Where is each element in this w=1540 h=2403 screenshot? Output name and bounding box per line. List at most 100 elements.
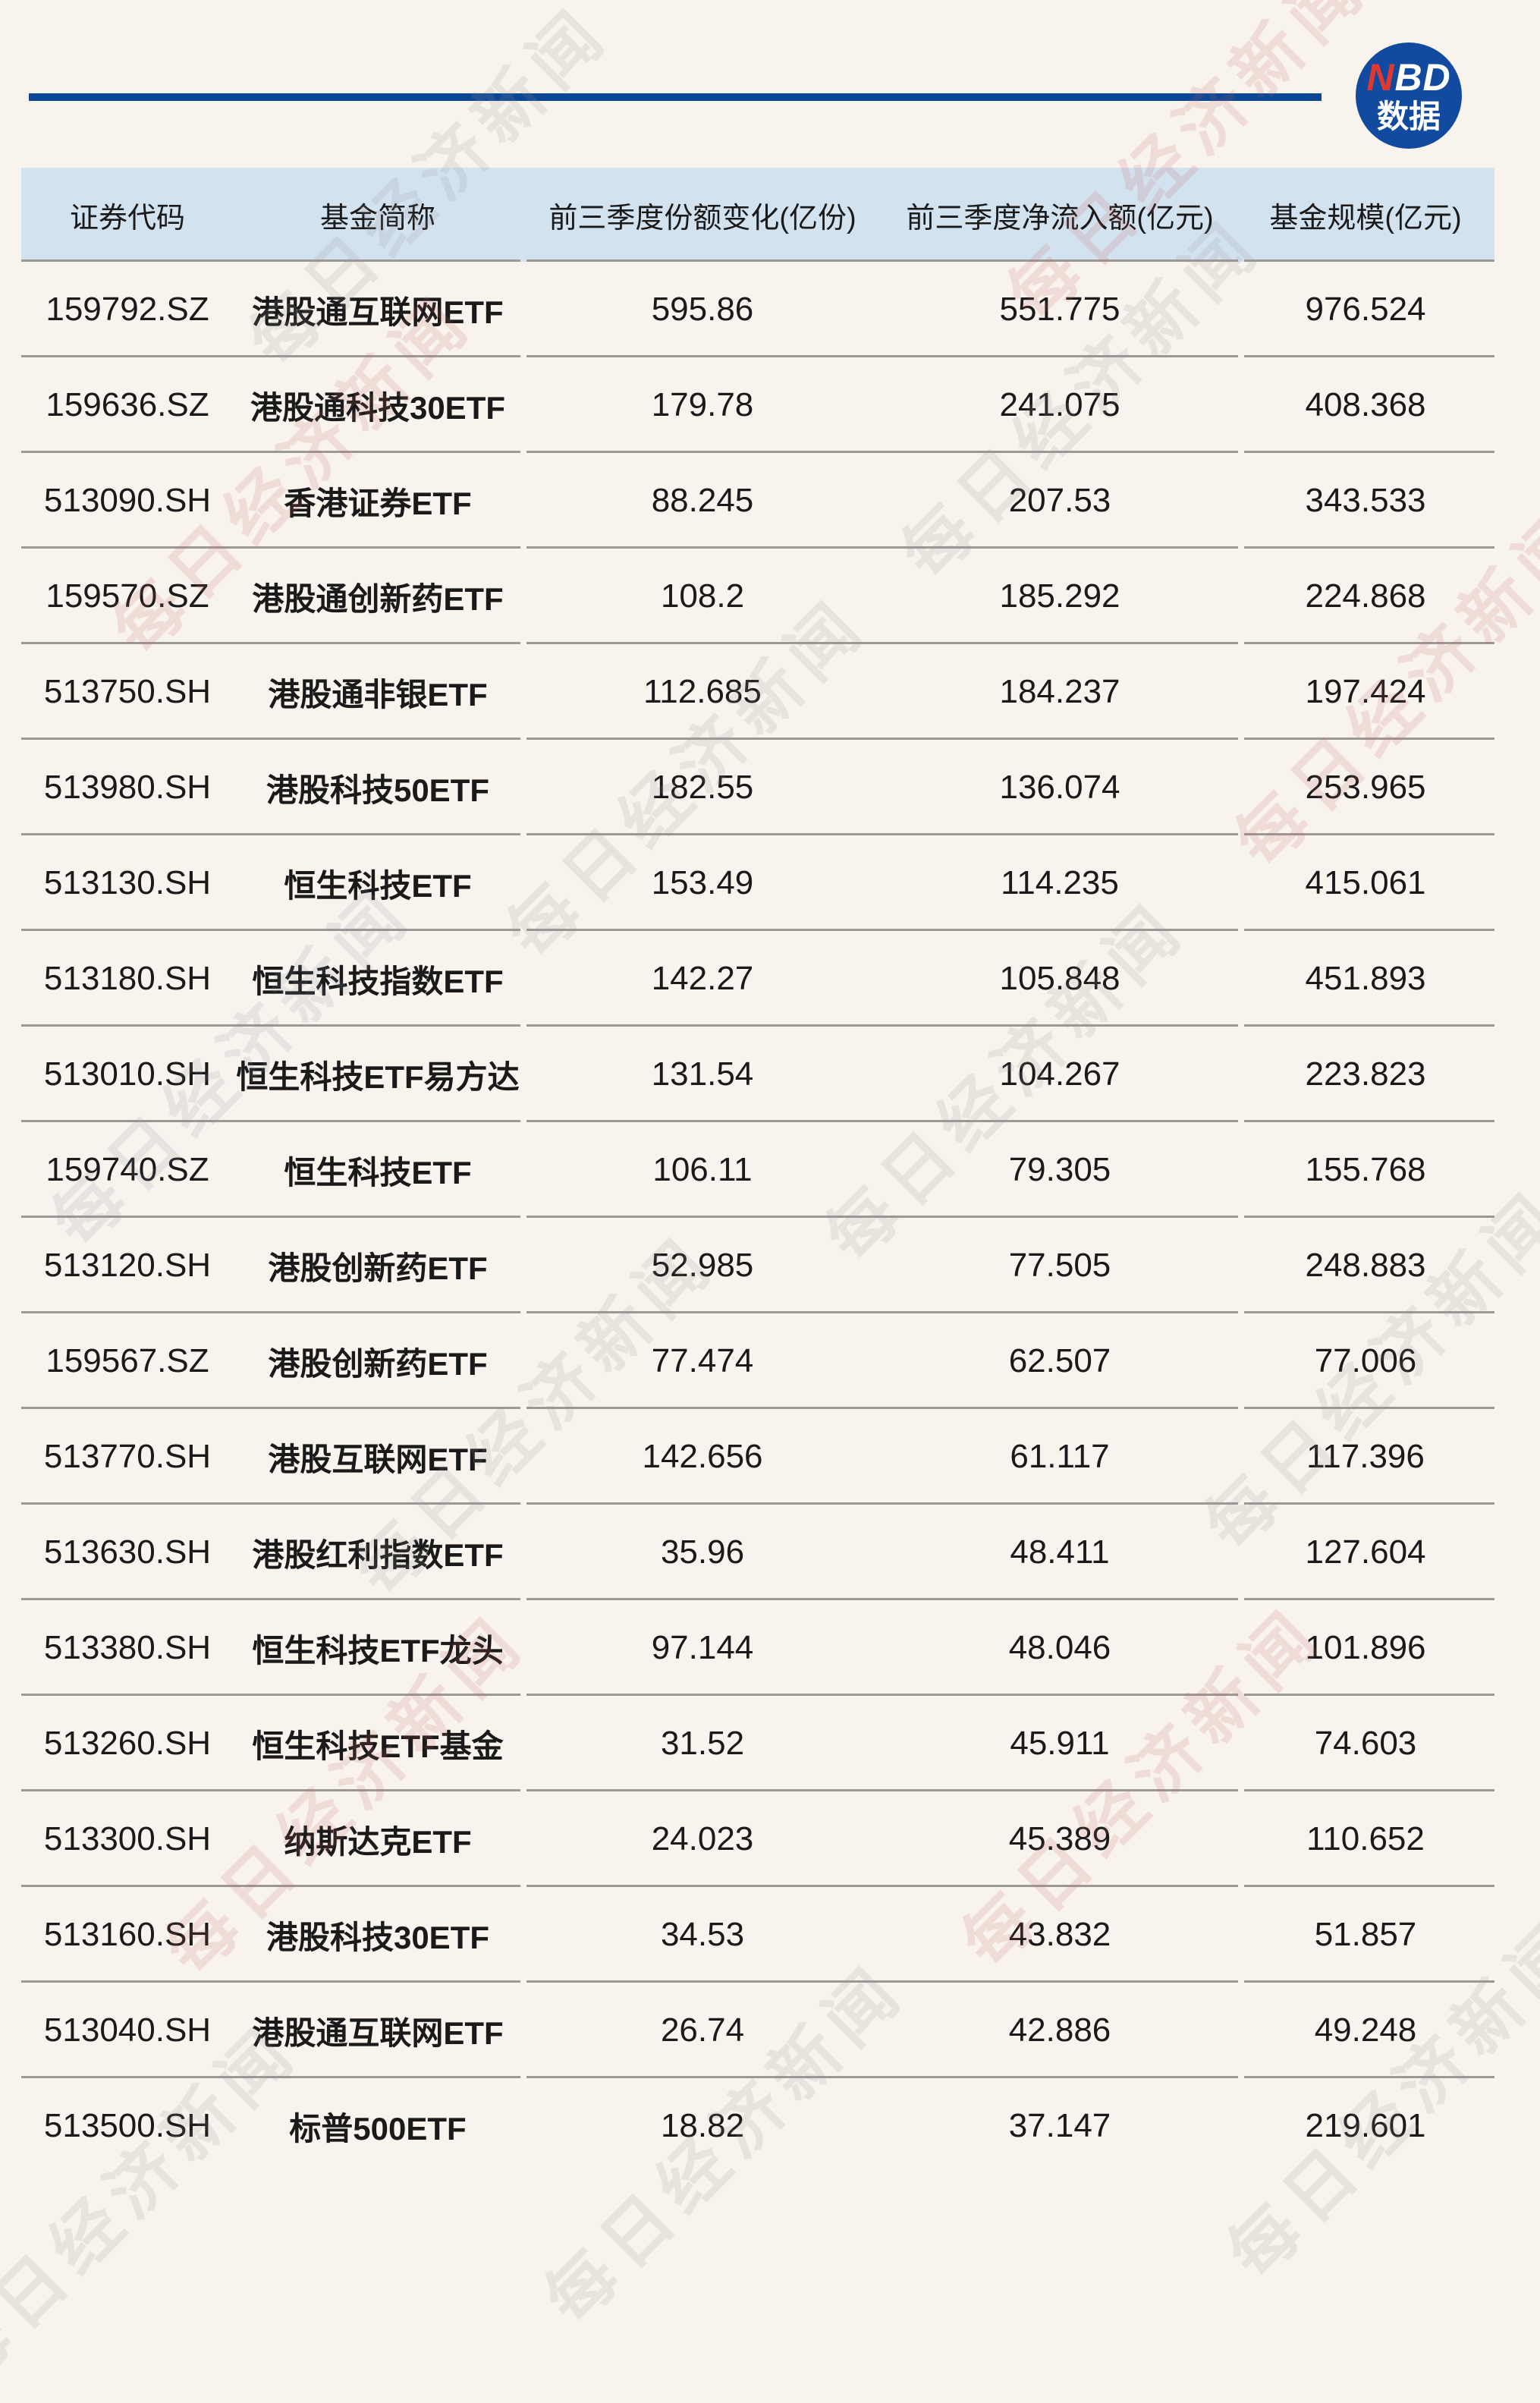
nbd-logo-text: NBD xyxy=(1366,55,1450,99)
column-header-share-change: 前三季度份额变化(亿份) xyxy=(548,202,856,234)
fund-name-cell: 港股科技50ETF xyxy=(266,772,490,808)
fund-name-cell: 恒生科技指数ETF xyxy=(252,963,504,999)
fund-scale-cell: 343.533 xyxy=(1305,482,1426,519)
etf-fund-flow-table: 证券代码 基金简称 前三季度份额变化(亿份) 前三季度净流入额(亿元) 基金规模… xyxy=(21,168,1494,2174)
fund-scale-cell: 77.006 xyxy=(1314,1342,1417,1379)
row-divider xyxy=(21,2076,1494,2078)
share-change-cell: 18.82 xyxy=(660,2107,745,2144)
fund-name-cell: 恒生科技ETF龙头 xyxy=(252,1632,504,1669)
security-code-cell: 513750.SH xyxy=(43,673,212,710)
fund-name-cell: 港股互联网ETF xyxy=(268,1441,488,1477)
fund-scale-cell: 110.652 xyxy=(1306,1820,1425,1857)
row-divider xyxy=(21,1885,1494,1887)
row-divider xyxy=(21,451,1494,453)
row-divider xyxy=(21,1120,1494,1122)
fund-scale-cell: 74.603 xyxy=(1314,1725,1417,1762)
share-change-cell: 34.53 xyxy=(660,1916,745,1953)
table-body: 159792.SZ 港股通互联网ETF 595.86 551.775 976.5… xyxy=(21,262,1494,2174)
net-inflow-cell: 42.886 xyxy=(1008,2011,1111,2049)
table-row: 513120.SH 港股创新药ETF 52.985 77.505 248.883 xyxy=(21,1218,1494,1313)
fund-scale-cell: 253.965 xyxy=(1305,769,1426,806)
net-inflow-cell: 551.775 xyxy=(999,291,1120,328)
fund-scale-cell: 101.896 xyxy=(1305,1629,1426,1666)
fund-name-cell: 标普500ETF xyxy=(289,2110,467,2147)
fund-scale-cell: 976.524 xyxy=(1305,291,1426,328)
share-change-cell: 31.52 xyxy=(660,1725,745,1762)
share-change-cell: 112.685 xyxy=(643,673,762,710)
row-divider xyxy=(21,355,1494,357)
share-change-cell: 182.55 xyxy=(651,769,754,806)
fund-name-cell: 港股创新药ETF xyxy=(268,1250,488,1286)
security-code-cell: 159570.SZ xyxy=(46,577,209,615)
net-inflow-cell: 207.53 xyxy=(1008,482,1111,519)
net-inflow-cell: 62.507 xyxy=(1008,1342,1111,1379)
row-divider xyxy=(21,642,1494,644)
table-row: 513130.SH 恒生科技ETF 153.49 114.235 415.061 xyxy=(21,835,1494,931)
share-change-cell: 24.023 xyxy=(651,1820,754,1857)
column-header-fund-name: 基金简称 xyxy=(319,202,435,234)
fund-name-cell: 港股通互联网ETF xyxy=(252,294,504,330)
row-divider xyxy=(21,1598,1494,1600)
net-inflow-cell: 48.411 xyxy=(1010,1533,1110,1571)
fund-scale-cell: 219.601 xyxy=(1305,2107,1426,2144)
net-inflow-cell: 48.046 xyxy=(1008,1629,1111,1666)
fund-name-cell: 恒生科技ETF基金 xyxy=(252,1728,504,1764)
security-code-cell: 513770.SH xyxy=(43,1438,212,1475)
fund-name-cell: 港股通互联网ETF xyxy=(252,2015,504,2051)
security-code-cell: 513120.SH xyxy=(43,1247,212,1284)
security-code-cell: 513040.SH xyxy=(43,2011,212,2049)
table-row: 159570.SZ 港股通创新药ETF 108.2 185.292 224.86… xyxy=(21,549,1494,644)
fund-scale-cell: 224.868 xyxy=(1305,577,1426,615)
net-inflow-cell: 45.911 xyxy=(1010,1725,1110,1762)
fund-name-cell: 恒生科技ETF xyxy=(284,1154,472,1190)
net-inflow-cell: 43.832 xyxy=(1008,1916,1111,1953)
fund-name-cell: 香港证券ETF xyxy=(284,485,472,521)
net-inflow-cell: 77.505 xyxy=(1008,1247,1111,1284)
share-change-cell: 131.54 xyxy=(651,1055,754,1093)
net-inflow-cell: 104.267 xyxy=(999,1055,1120,1093)
net-inflow-cell: 136.074 xyxy=(999,769,1120,806)
share-change-cell: 88.245 xyxy=(651,482,754,519)
fund-scale-cell: 155.768 xyxy=(1305,1151,1426,1188)
fund-scale-cell: 451.893 xyxy=(1305,960,1426,997)
security-code-cell: 159636.SZ xyxy=(46,386,209,423)
table-row: 513090.SH 香港证券ETF 88.245 207.53 343.533 xyxy=(21,453,1494,549)
row-divider xyxy=(21,546,1494,549)
share-change-cell: 106.11 xyxy=(652,1151,753,1188)
net-inflow-cell: 114.235 xyxy=(1001,864,1119,901)
nbd-logo-letter-n: N xyxy=(1366,55,1395,99)
fund-name-cell: 港股红利指数ETF xyxy=(252,1536,504,1573)
security-code-cell: 513980.SH xyxy=(43,769,212,806)
security-code-cell: 513090.SH xyxy=(43,482,212,519)
share-change-cell: 179.78 xyxy=(651,386,754,423)
table-row: 513980.SH 港股科技50ETF 182.55 136.074 253.9… xyxy=(21,740,1494,835)
net-inflow-cell: 184.237 xyxy=(999,673,1120,710)
security-code-cell: 513160.SH xyxy=(43,1916,212,1953)
share-change-cell: 26.74 xyxy=(660,2011,745,2049)
table-row: 513750.SH 港股通非银ETF 112.685 184.237 197.4… xyxy=(21,644,1494,740)
fund-scale-cell: 197.424 xyxy=(1305,673,1426,710)
share-change-cell: 153.49 xyxy=(651,864,754,901)
table-row: 513040.SH 港股通互联网ETF 26.74 42.886 49.248 xyxy=(21,1983,1494,2078)
security-code-cell: 513380.SH xyxy=(43,1629,212,1666)
fund-name-cell: 港股创新药ETF xyxy=(268,1345,488,1382)
fund-name-cell: 港股通科技30ETF xyxy=(250,389,506,426)
row-divider xyxy=(21,1024,1494,1027)
fund-name-cell: 港股通非银ETF xyxy=(268,676,488,712)
row-divider xyxy=(21,1502,1494,1505)
row-divider xyxy=(21,1694,1494,1696)
share-change-cell: 35.96 xyxy=(660,1533,745,1571)
security-code-cell: 513010.SH xyxy=(43,1055,212,1093)
row-divider xyxy=(21,1311,1494,1313)
column-header-net-inflow: 前三季度净流入额(亿元) xyxy=(906,202,1214,234)
security-code-cell: 159792.SZ xyxy=(46,291,209,328)
fund-scale-cell: 415.061 xyxy=(1305,864,1426,901)
fund-scale-cell: 49.248 xyxy=(1314,2011,1417,2049)
column-header-fund-scale: 基金规模(亿元) xyxy=(1269,202,1462,234)
header-divider xyxy=(21,259,1494,262)
table-row: 513010.SH 恒生科技ETF易方达 131.54 104.267 223.… xyxy=(21,1027,1494,1122)
fund-name-cell: 港股科技30ETF xyxy=(266,1919,490,1955)
row-divider xyxy=(21,1789,1494,1791)
fund-scale-cell: 248.883 xyxy=(1305,1247,1426,1284)
share-change-cell: 595.86 xyxy=(651,291,754,328)
